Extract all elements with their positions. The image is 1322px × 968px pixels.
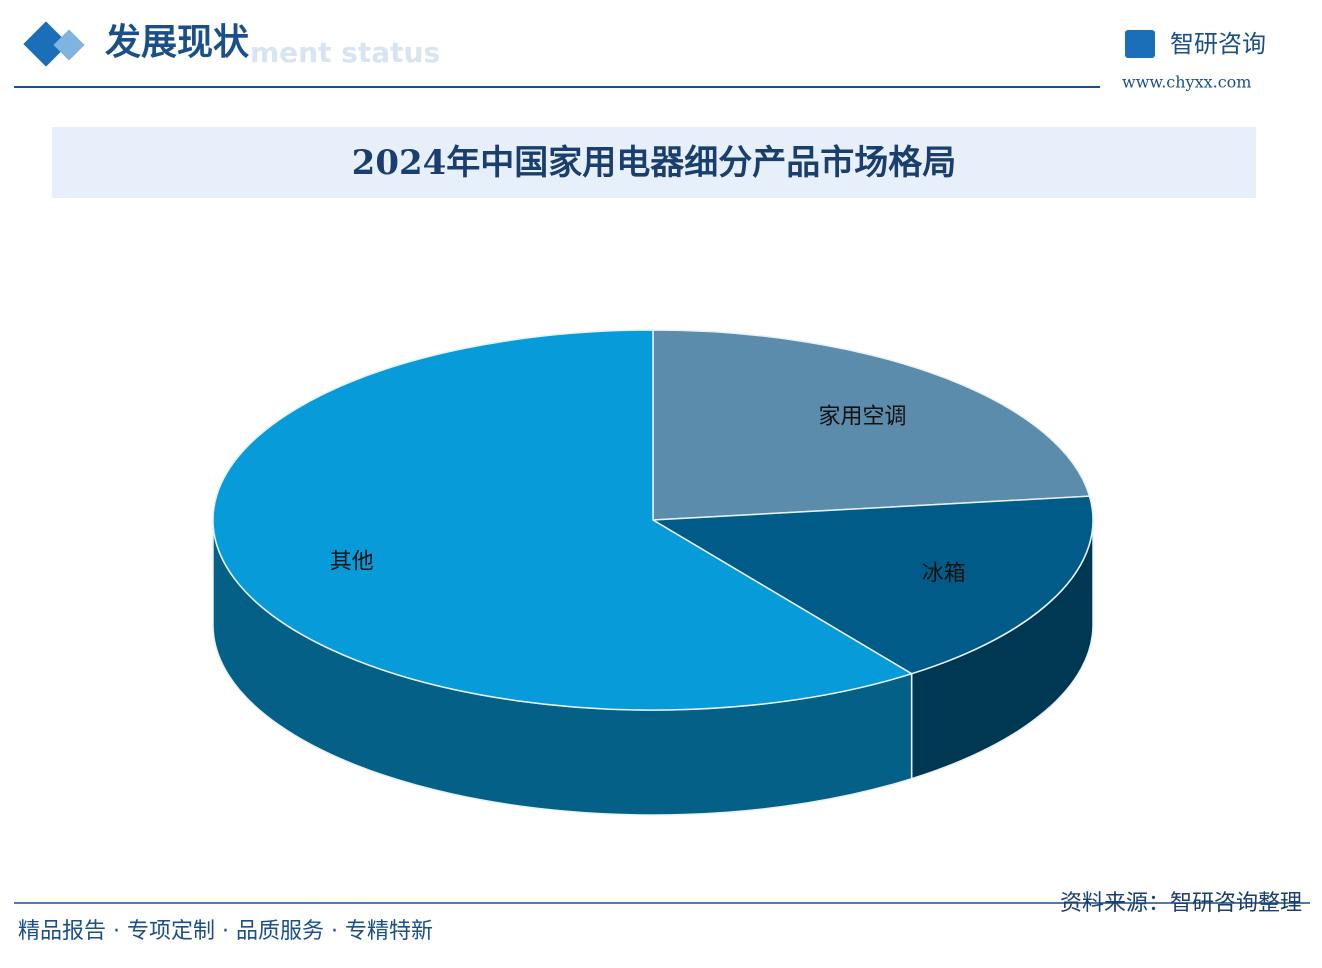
slice-label: 家用空调 xyxy=(818,404,906,429)
slice xyxy=(212,329,914,711)
chart-title: 2024年中国家用电器细分产品市场格局 xyxy=(352,143,957,183)
title-band xyxy=(52,127,1256,198)
header-title: 发展现状 xyxy=(105,21,250,63)
header-subtitle: ment status xyxy=(250,36,440,69)
logo-icon xyxy=(1125,30,1155,58)
footer-slogan: 精品报告 · 专项定制 · 品质服务 · 专精特新 xyxy=(18,919,433,944)
slice-label: 冰箱 xyxy=(922,561,966,586)
slice xyxy=(650,495,1094,675)
logo-site: www.chyxx.com xyxy=(1122,73,1251,92)
header-icon-2 xyxy=(53,29,85,61)
slice-label: 其他 xyxy=(330,549,374,574)
logo-text: 智研咨询 xyxy=(1170,30,1266,58)
footer-source: 资料来源：智研咨询整理 xyxy=(1060,891,1302,916)
slice xyxy=(652,329,1091,521)
